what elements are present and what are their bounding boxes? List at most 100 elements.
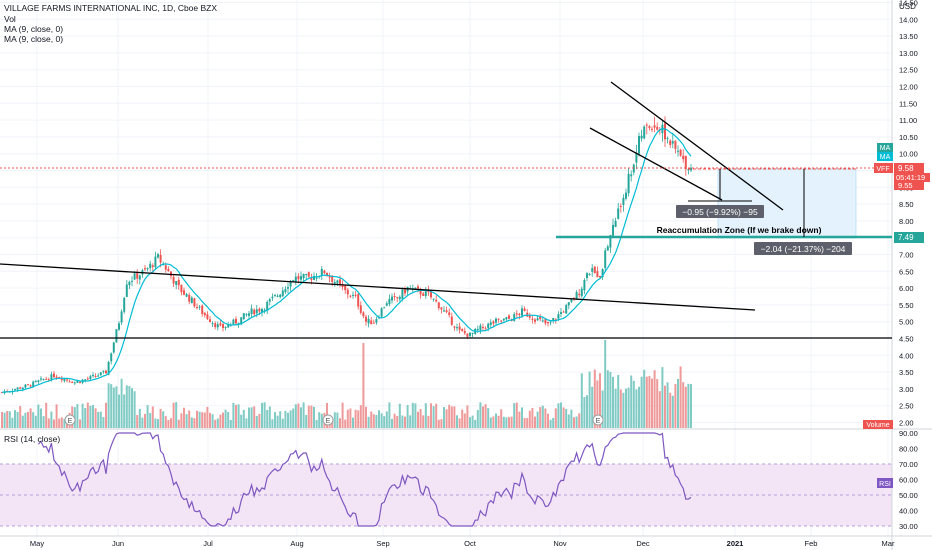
candle-body (84, 379, 87, 381)
volume-bar (287, 412, 289, 428)
volume-bar (357, 410, 360, 428)
candle-body (276, 295, 279, 297)
candle-body (123, 297, 126, 312)
candle-body (159, 254, 162, 263)
earnings-marker[interactable]: E (322, 414, 334, 426)
candle-body (154, 256, 157, 268)
candle-body (521, 308, 523, 316)
volume-bar (640, 376, 643, 428)
volume-bar (528, 410, 531, 428)
volume-bar (333, 412, 336, 428)
candle-body (66, 379, 68, 381)
time-axis[interactable]: May Jun Jul Aug Sep Oct Nov Dec 2021 Feb Mar (30, 539, 895, 548)
volume-bar (279, 411, 282, 428)
price-tick-label: 5.50 (899, 301, 914, 310)
candle-body (380, 308, 383, 317)
volume-bar (651, 378, 653, 428)
volume-bar (162, 411, 165, 428)
volume-bar (151, 406, 154, 428)
price-tick-label: 11.50 (899, 99, 917, 108)
earnings-marker[interactable]: E (592, 414, 604, 426)
volume-bar (266, 409, 269, 428)
volume-bar (240, 414, 243, 428)
volume-bar (409, 415, 412, 428)
time-tick-label: Jun (112, 539, 124, 548)
volume-bar (183, 407, 185, 428)
volume-bar (120, 378, 123, 428)
volume-bar (79, 419, 81, 428)
candle-body (63, 378, 66, 382)
volume-bar (159, 408, 162, 428)
candle-body (14, 389, 16, 391)
candle-body (37, 380, 40, 382)
volume-bar (245, 418, 248, 428)
volume-bar (341, 402, 344, 428)
volume-bar (515, 402, 518, 428)
volume-bar (34, 415, 37, 428)
volume-badge (863, 420, 893, 429)
volume-bar (188, 410, 191, 428)
volume-bar (339, 418, 341, 428)
volume-bar (55, 404, 58, 428)
price-tick-label: 14.00 (899, 15, 918, 24)
candle-body (177, 279, 180, 286)
candle-body (201, 305, 204, 314)
volume-bar (417, 411, 419, 428)
candle-body (190, 297, 193, 304)
volume-bar (674, 383, 677, 428)
candle-body (469, 332, 471, 336)
vff-badge (874, 163, 893, 173)
volume-bar (235, 404, 237, 428)
volume-bar (443, 407, 445, 428)
price-tick-label: 7.00 (899, 251, 914, 260)
svg-text:9.58: 9.58 (898, 164, 914, 173)
volume-bar (8, 411, 11, 428)
volume-bar (422, 415, 425, 428)
volume-bar (419, 409, 422, 428)
candle-body (307, 272, 310, 277)
volume-bar (60, 417, 63, 428)
volume-bar (445, 409, 448, 428)
volume-bar (112, 387, 115, 428)
candle-body (388, 298, 391, 305)
candles (1, 116, 692, 395)
candle-body (97, 375, 100, 377)
candle-body (586, 273, 588, 279)
candle-body (333, 282, 336, 284)
time-tick-label: Nov (553, 539, 567, 548)
time-tick-label: Mar (882, 539, 895, 548)
volume-bar (536, 411, 539, 428)
candle-body (562, 311, 565, 313)
volume-bar (508, 417, 510, 428)
chart-title: VILLAGE FARMS INTERNATIONAL INC, 1D, Cbo… (4, 3, 217, 13)
svg-text:Volume: Volume (866, 422, 889, 429)
candle-body (55, 376, 58, 378)
volume-bar (547, 413, 549, 428)
volume-bar (170, 418, 172, 428)
candle-body (463, 330, 466, 334)
candle-body (235, 318, 237, 324)
candle-body (175, 280, 178, 285)
rsi-axis[interactable]: 90.00 80.00 70.00 60.00 50.00 40.00 30.00 (899, 429, 918, 531)
candle-body (180, 284, 183, 293)
volume-bar (643, 369, 646, 428)
candle-body (216, 324, 219, 328)
candle-body (445, 310, 448, 313)
earnings-marker[interactable]: E (64, 414, 76, 426)
candle-body (404, 289, 406, 294)
candle-body (679, 149, 682, 156)
candle-body (552, 318, 555, 321)
candle-body (422, 293, 425, 296)
candle-body (461, 329, 464, 332)
volume-bar (531, 408, 534, 428)
candle-body (528, 315, 531, 318)
volume-bar (99, 411, 102, 428)
volume-bar (185, 414, 188, 428)
volume-bar (484, 404, 487, 428)
candle-body (157, 254, 159, 258)
volume-bar (313, 406, 315, 428)
volume-bar (167, 419, 170, 428)
candle-body (604, 250, 607, 269)
candle-body (105, 370, 107, 374)
